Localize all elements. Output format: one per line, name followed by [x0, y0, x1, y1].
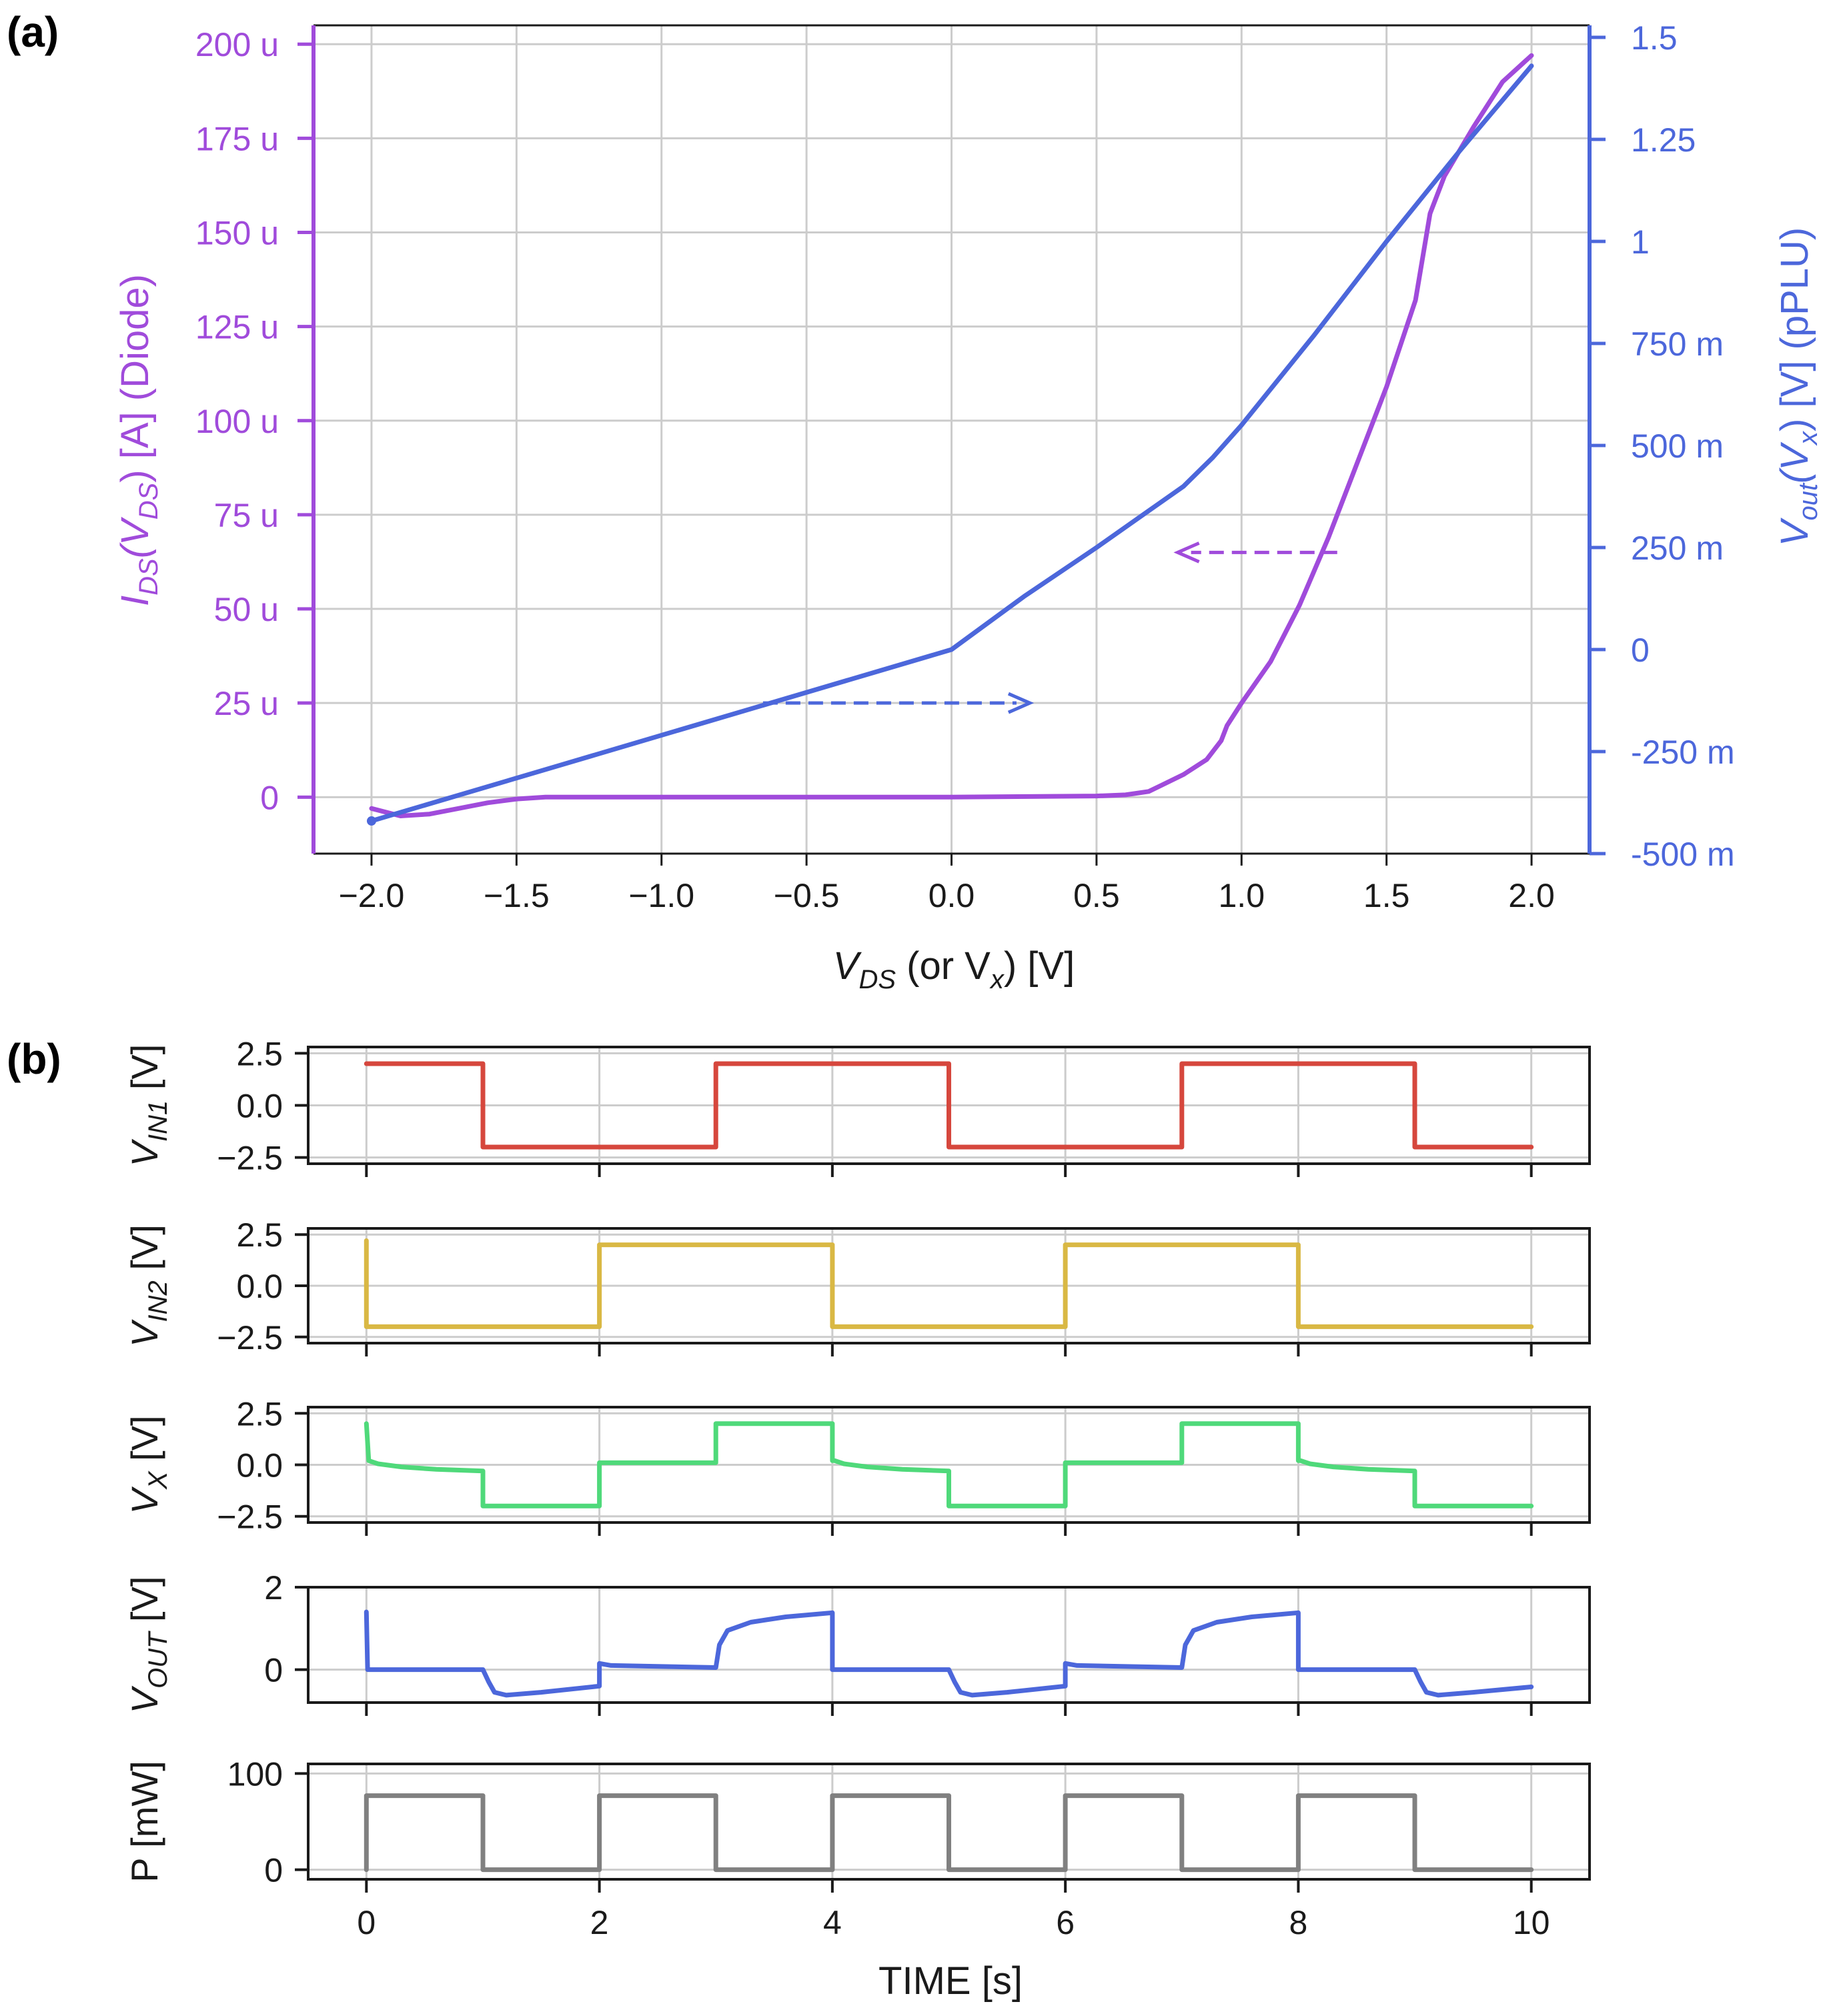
x-tick-label: −1.5 [484, 877, 550, 914]
y-axis-label-vin2: VIN2 [V] [123, 1224, 173, 1347]
grid-a [314, 25, 1590, 854]
x-axis-label-a: VDS (or Vx) [V] [833, 944, 1075, 994]
y-tick-label: −2.5 [217, 1140, 283, 1177]
y-axis-label-vin1: VIN1 [V] [123, 1044, 173, 1167]
x-tick-label: 4 [823, 1904, 842, 1941]
right-tick-label: -500 m [1631, 836, 1735, 873]
subplot-vout: 0 2 VOUT [V] [123, 1569, 1591, 1716]
right-tick-label: 500 m [1631, 427, 1724, 465]
right-tick-label: 1 [1631, 223, 1650, 261]
x-tick-label: 0 [357, 1904, 376, 1941]
y-tick-label: 2.5 [236, 1035, 283, 1072]
series-vx [364, 1421, 1534, 1508]
y-axis-label-p: P [mW] [123, 1761, 165, 1883]
x-tick-label: 0.0 [929, 877, 975, 914]
y-tick-label: 0 [264, 1652, 283, 1689]
subplot-frame [307, 1763, 1591, 1881]
series-vin2 [364, 1238, 1534, 1329]
y-axis-label-vx: VX [V] [123, 1415, 173, 1514]
x-axis-label-b: TIME [s] [878, 1959, 1023, 2003]
right-tick-label: 1.5 [1631, 19, 1678, 57]
series-diode-current [369, 53, 1534, 818]
right-tick-label: 750 m [1631, 325, 1724, 363]
arrow-head-blue [1007, 692, 1035, 714]
x-tick-label: 0.5 [1073, 877, 1120, 914]
left-tick-label: 100 u [195, 403, 279, 440]
x-tick-label: −0.5 [774, 877, 840, 914]
y-tick-label: 0.0 [236, 1447, 283, 1484]
arrow-head-purple [1173, 542, 1200, 564]
right-tick-label: 250 m [1631, 530, 1724, 567]
right-axis-label: Vout(Vx) [V] (pPLU) [1773, 227, 1823, 546]
series-pplu-vout-start-marker [366, 816, 376, 826]
subplot-vx: −2.5 0.0 2.5 VX [V] [123, 1395, 1591, 1536]
x-tick-label: −2.0 [339, 877, 405, 914]
y-tick-label: 2 [264, 1569, 283, 1607]
right-tick-label: 0 [1631, 632, 1650, 669]
x-tick-label: 6 [1056, 1904, 1075, 1941]
left-tick-label: 125 u [195, 309, 279, 346]
left-tick-label: 200 u [195, 26, 279, 63]
y-tick-label: 0 [264, 1852, 283, 1889]
y-tick-label: −2.5 [217, 1498, 283, 1536]
left-tick-label: 150 u [195, 215, 279, 252]
x-tick-label: 1.5 [1363, 877, 1410, 914]
x-tick-label: 2 [590, 1904, 609, 1941]
y-tick-label: 2.5 [236, 1216, 283, 1254]
right-tick-label: 1.25 [1631, 121, 1696, 159]
y-axis-label-vout: VOUT [V] [123, 1577, 173, 1714]
subplot-frame [307, 1586, 1591, 1704]
left-tick-label: 25 u [214, 685, 279, 722]
panel-a: (a) −2.0 −1.5 −1.0 −0.5 0.0 0.5 1.0 1.5 2.0 VDS (o… [7, 8, 1823, 994]
x-tick-label: 8 [1289, 1904, 1308, 1941]
left-tick-label: 50 u [214, 591, 279, 628]
subplot-vin1: −2.5 0.0 2.5 VIN1 [V] [123, 1035, 1591, 1177]
series-p [364, 1793, 1534, 1873]
left-tick-label: 0 [260, 779, 279, 816]
panel-label-b: (b) [7, 1035, 61, 1083]
y-tick-label: 100 [227, 1755, 283, 1793]
subplot-p: 0 100 P [mW] [123, 1755, 1591, 1893]
y-tick-label: 0.0 [236, 1268, 283, 1305]
series-vin1 [364, 1061, 1534, 1150]
y-tick-label: −2.5 [217, 1319, 283, 1356]
x-tick-label: 1.0 [1219, 877, 1265, 914]
series-pplu-vout [369, 63, 1534, 824]
series-vout [364, 1609, 1534, 1698]
y-tick-label: 0.0 [236, 1088, 283, 1125]
x-tick-label: −1.0 [628, 877, 694, 914]
panel-label-a: (a) [7, 8, 59, 56]
left-tick-label: 75 u [214, 497, 279, 534]
subplot-vin2: −2.5 0.0 2.5 VIN2 [V] [123, 1216, 1591, 1356]
x-tick-label: 2.0 [1508, 877, 1555, 914]
y-tick-label: 2.5 [236, 1395, 283, 1432]
right-tick-label: -250 m [1631, 734, 1735, 771]
x-tick-label: 10 [1513, 1904, 1550, 1941]
left-axis-label: IDS(VDS) [A] (Diode) [113, 274, 163, 606]
left-tick-label: 175 u [195, 120, 279, 157]
